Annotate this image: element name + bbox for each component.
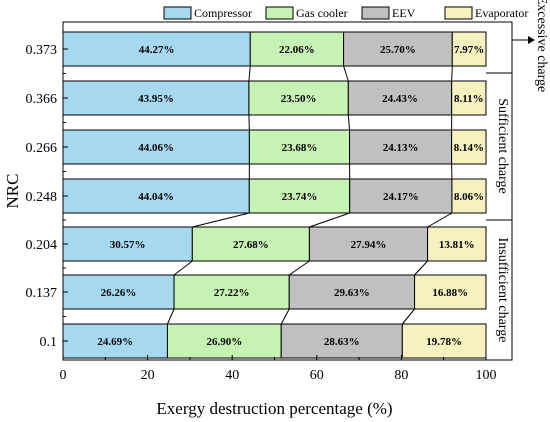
x-tick-label: 60 <box>310 368 324 383</box>
bar-connectors <box>166 65 453 325</box>
legend-label: Gas cooler <box>296 6 348 20</box>
data-label: 8.14% <box>454 142 484 154</box>
data-label: 23.68% <box>282 142 318 154</box>
data-label: 27.22% <box>214 287 250 299</box>
x-tick-label: 80 <box>394 368 408 383</box>
data-label: 22.06% <box>279 44 315 56</box>
bar-gas-cooler-0 <box>249 31 345 67</box>
connector-line <box>248 65 251 82</box>
data-label: 24.69% <box>97 336 133 348</box>
bar-eev-0 <box>343 31 453 67</box>
y-tick-label: 0.366 <box>26 92 58 107</box>
data-label: 44.27% <box>139 44 175 56</box>
bar-eev-5 <box>288 274 416 310</box>
y-tick-label: 0.204 <box>26 238 58 253</box>
bar-evaporator-3 <box>451 178 487 214</box>
connector-line <box>173 260 193 276</box>
group-annotations: Excessive charge Sufficient charge Insuffi… <box>486 0 549 342</box>
bar-evaporator-0 <box>451 31 487 67</box>
data-label: 30.57% <box>110 239 146 251</box>
bar-eev-4 <box>308 226 429 262</box>
connector-line <box>401 308 415 325</box>
y-tick-label: 0.248 <box>26 190 58 205</box>
data-label: 24.13% <box>383 142 419 154</box>
bar-evaporator-4 <box>427 226 487 262</box>
data-label: 27.94% <box>351 239 387 251</box>
group-label: Excessive charge <box>534 0 549 92</box>
bar-compressor-2 <box>62 129 250 165</box>
data-label: 23.50% <box>281 93 317 105</box>
connector-line <box>343 65 349 82</box>
x-axis: 0 20 40 60 80 100 <box>60 355 497 383</box>
bar-eev-1 <box>347 80 453 116</box>
connector-line <box>166 308 175 325</box>
data-label: 26.26% <box>101 287 137 299</box>
data-label: 13.81% <box>439 239 475 251</box>
legend-swatch <box>361 6 390 20</box>
data-label: 8.06% <box>454 191 484 203</box>
connector-line <box>192 212 250 228</box>
x-tick-label: 40 <box>225 368 239 383</box>
legend-swatch <box>444 6 473 20</box>
bars: 44.27% 22.06% 25.70% 7.97% 43.95% 23.50% 24.43… <box>62 31 487 359</box>
x-tick-label: 0 <box>60 368 67 383</box>
connector-line <box>280 308 290 325</box>
bar-eev-6 <box>280 323 403 359</box>
connector-line <box>451 65 453 82</box>
legend-label: Evaporator <box>475 6 528 20</box>
data-label: 25.70% <box>380 44 416 56</box>
bar-evaporator-2 <box>451 129 487 165</box>
x-tick-label: 20 <box>141 368 155 383</box>
data-label: 8.11% <box>454 93 484 105</box>
y-tick-label: 0.1 <box>40 335 58 350</box>
data-label: 19.78% <box>426 336 462 348</box>
legend-label: Compressor <box>194 6 252 20</box>
connector-line <box>414 260 428 276</box>
y-tick-label: 0.373 <box>26 43 58 58</box>
data-label: 43.95% <box>138 93 174 105</box>
data-label: 28.63% <box>324 336 360 348</box>
y-tick-label: 0.266 <box>26 141 58 156</box>
bar-gas-cooler-2 <box>248 129 351 165</box>
data-label: 24.17% <box>383 191 419 203</box>
legend-label: EEV <box>392 6 416 20</box>
x-tick-label: 100 <box>476 368 497 383</box>
bar-evaporator-5 <box>414 274 487 310</box>
bar-gas-cooler-5 <box>173 274 290 310</box>
connector-line <box>427 212 453 228</box>
data-label: 24.43% <box>382 93 418 105</box>
legend: Compressor Gas cooler EEV Evaporator <box>163 6 528 20</box>
bar-gas-cooler-3 <box>248 178 351 214</box>
data-label: 23.74% <box>282 191 318 203</box>
bar-eev-2 <box>349 129 453 165</box>
data-label: 7.97% <box>454 44 484 56</box>
bar-gas-cooler-1 <box>248 80 349 116</box>
data-label: 44.04% <box>138 191 174 203</box>
data-label: 16.88% <box>432 287 468 299</box>
y-axis-label: NRC <box>3 174 22 209</box>
data-label: 27.68% <box>233 239 269 251</box>
connector-line <box>347 114 351 131</box>
bar-compressor-1 <box>62 80 250 116</box>
data-label: 26.90% <box>206 336 242 348</box>
bar-gas-cooler-6 <box>166 323 282 359</box>
group-label: Sufficient charge <box>495 98 510 194</box>
bar-evaporator-1 <box>451 80 487 116</box>
x-axis-label: Exergy destruction percentage (%) <box>156 399 392 418</box>
connector-line <box>288 260 310 276</box>
y-tick-label: 0.137 <box>26 286 58 301</box>
data-label: 29.63% <box>334 287 370 299</box>
legend-swatch <box>163 6 192 20</box>
legend-swatch <box>265 6 294 20</box>
connector-line <box>309 212 350 228</box>
y-axis: 0.373 0.366 0.266 0.248 0.204 0.137 0.1 <box>26 43 68 350</box>
group-label: Insufficient charge <box>495 238 510 343</box>
bar-gas-cooler-4 <box>191 226 310 262</box>
data-label: 44.06% <box>138 142 174 154</box>
group-arrow-head <box>528 36 535 44</box>
